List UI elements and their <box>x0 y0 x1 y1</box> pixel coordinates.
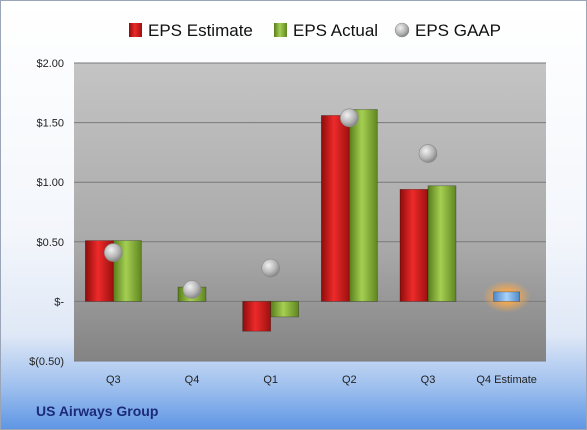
y-tick-label: $1.00 <box>36 177 64 189</box>
bar-eps-estimate <box>320 115 350 302</box>
y-tick-label: $1.50 <box>36 118 64 130</box>
bar-eps-actual <box>427 185 457 302</box>
x-tick-label: Q4 Estimate <box>476 374 537 386</box>
x-tick-label: Q3 <box>421 374 436 386</box>
x-tick-label: Q4 <box>185 374 200 386</box>
bar-eps-actual <box>348 109 378 302</box>
legend-marker-eps-gaap <box>394 22 410 38</box>
marker-eps-gaap <box>182 280 202 299</box>
bar-eps-estimate <box>242 301 272 332</box>
y-tick-label: $- <box>54 296 64 308</box>
legend-swatch-eps-actual <box>274 23 287 37</box>
x-tick-label: Q3 <box>106 374 121 386</box>
bar-eps-actual <box>112 240 142 302</box>
eps-chart: $2.00 $1.50 $1.00 $0.50 $- $(0.50) Q3 Q4 Q1 Q2 Q3 Q… <box>29 21 546 386</box>
bar-eps-estimate <box>399 189 429 302</box>
y-tick-label: $0.50 <box>36 237 64 249</box>
marker-eps-gaap <box>261 258 280 278</box>
company-name: US Airways Group <box>36 403 159 419</box>
y-tick-label: $(0.50) <box>29 356 64 368</box>
plot-area <box>74 63 546 361</box>
y-tick-label: $2.00 <box>36 58 64 70</box>
legend-label: EPS GAAP <box>415 21 501 40</box>
marker-eps-gaap <box>340 108 359 128</box>
bar-q4-estimate <box>493 291 521 302</box>
marker-eps-gaap <box>418 144 438 163</box>
legend-swatch-eps-estimate <box>129 23 142 37</box>
bar-eps-actual <box>270 301 300 318</box>
x-tick-label: Q1 <box>263 374 278 386</box>
marker-eps-gaap <box>104 243 123 262</box>
x-tick-label: Q2 <box>342 374 357 386</box>
legend-label: EPS Actual <box>293 21 378 40</box>
legend-label: EPS Estimate <box>148 21 253 40</box>
